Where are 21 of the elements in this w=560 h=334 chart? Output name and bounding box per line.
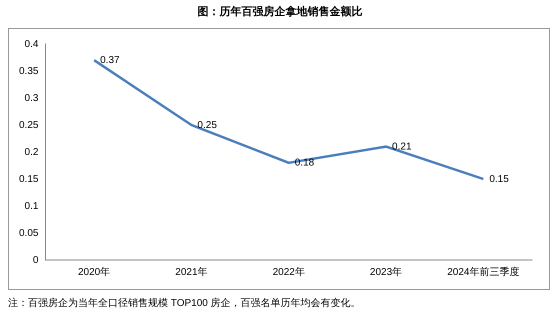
x-tick-label: 2021年: [175, 266, 208, 278]
y-tick-label: 0.15: [18, 174, 39, 185]
x-tick-label: 2022年: [272, 266, 305, 278]
y-tick-label: 0.05: [18, 228, 39, 239]
data-label: 0.37: [100, 54, 120, 66]
y-tick-label: 0: [32, 254, 39, 266]
data-label: 0.21: [392, 141, 412, 152]
y-tick-label: 0.2: [24, 146, 39, 158]
x-tick-label: 2023年: [370, 266, 402, 278]
data-label: 0.15: [489, 174, 510, 185]
y-tick-label: 0.1: [24, 200, 39, 212]
text: 注：百强房企为当年全口径销售规模 TOP100 房企，百强名单历年均会有变化。: [8, 296, 361, 310]
data-label: 0.25: [197, 120, 218, 131]
y-tick-label: 0.25: [18, 120, 39, 131]
x-tick-label: 2024年前三季度: [447, 266, 520, 278]
y-tick-label: 0.4: [24, 38, 39, 50]
y-tick-label: 0.3: [24, 92, 39, 104]
chart-title: 图：历年百强房企拿地销售金额比: [196, 4, 364, 19]
y-tick-label: 0.35: [18, 66, 39, 77]
data-label: 0.18: [294, 158, 315, 169]
x-tick-label: 2020年: [78, 266, 110, 278]
